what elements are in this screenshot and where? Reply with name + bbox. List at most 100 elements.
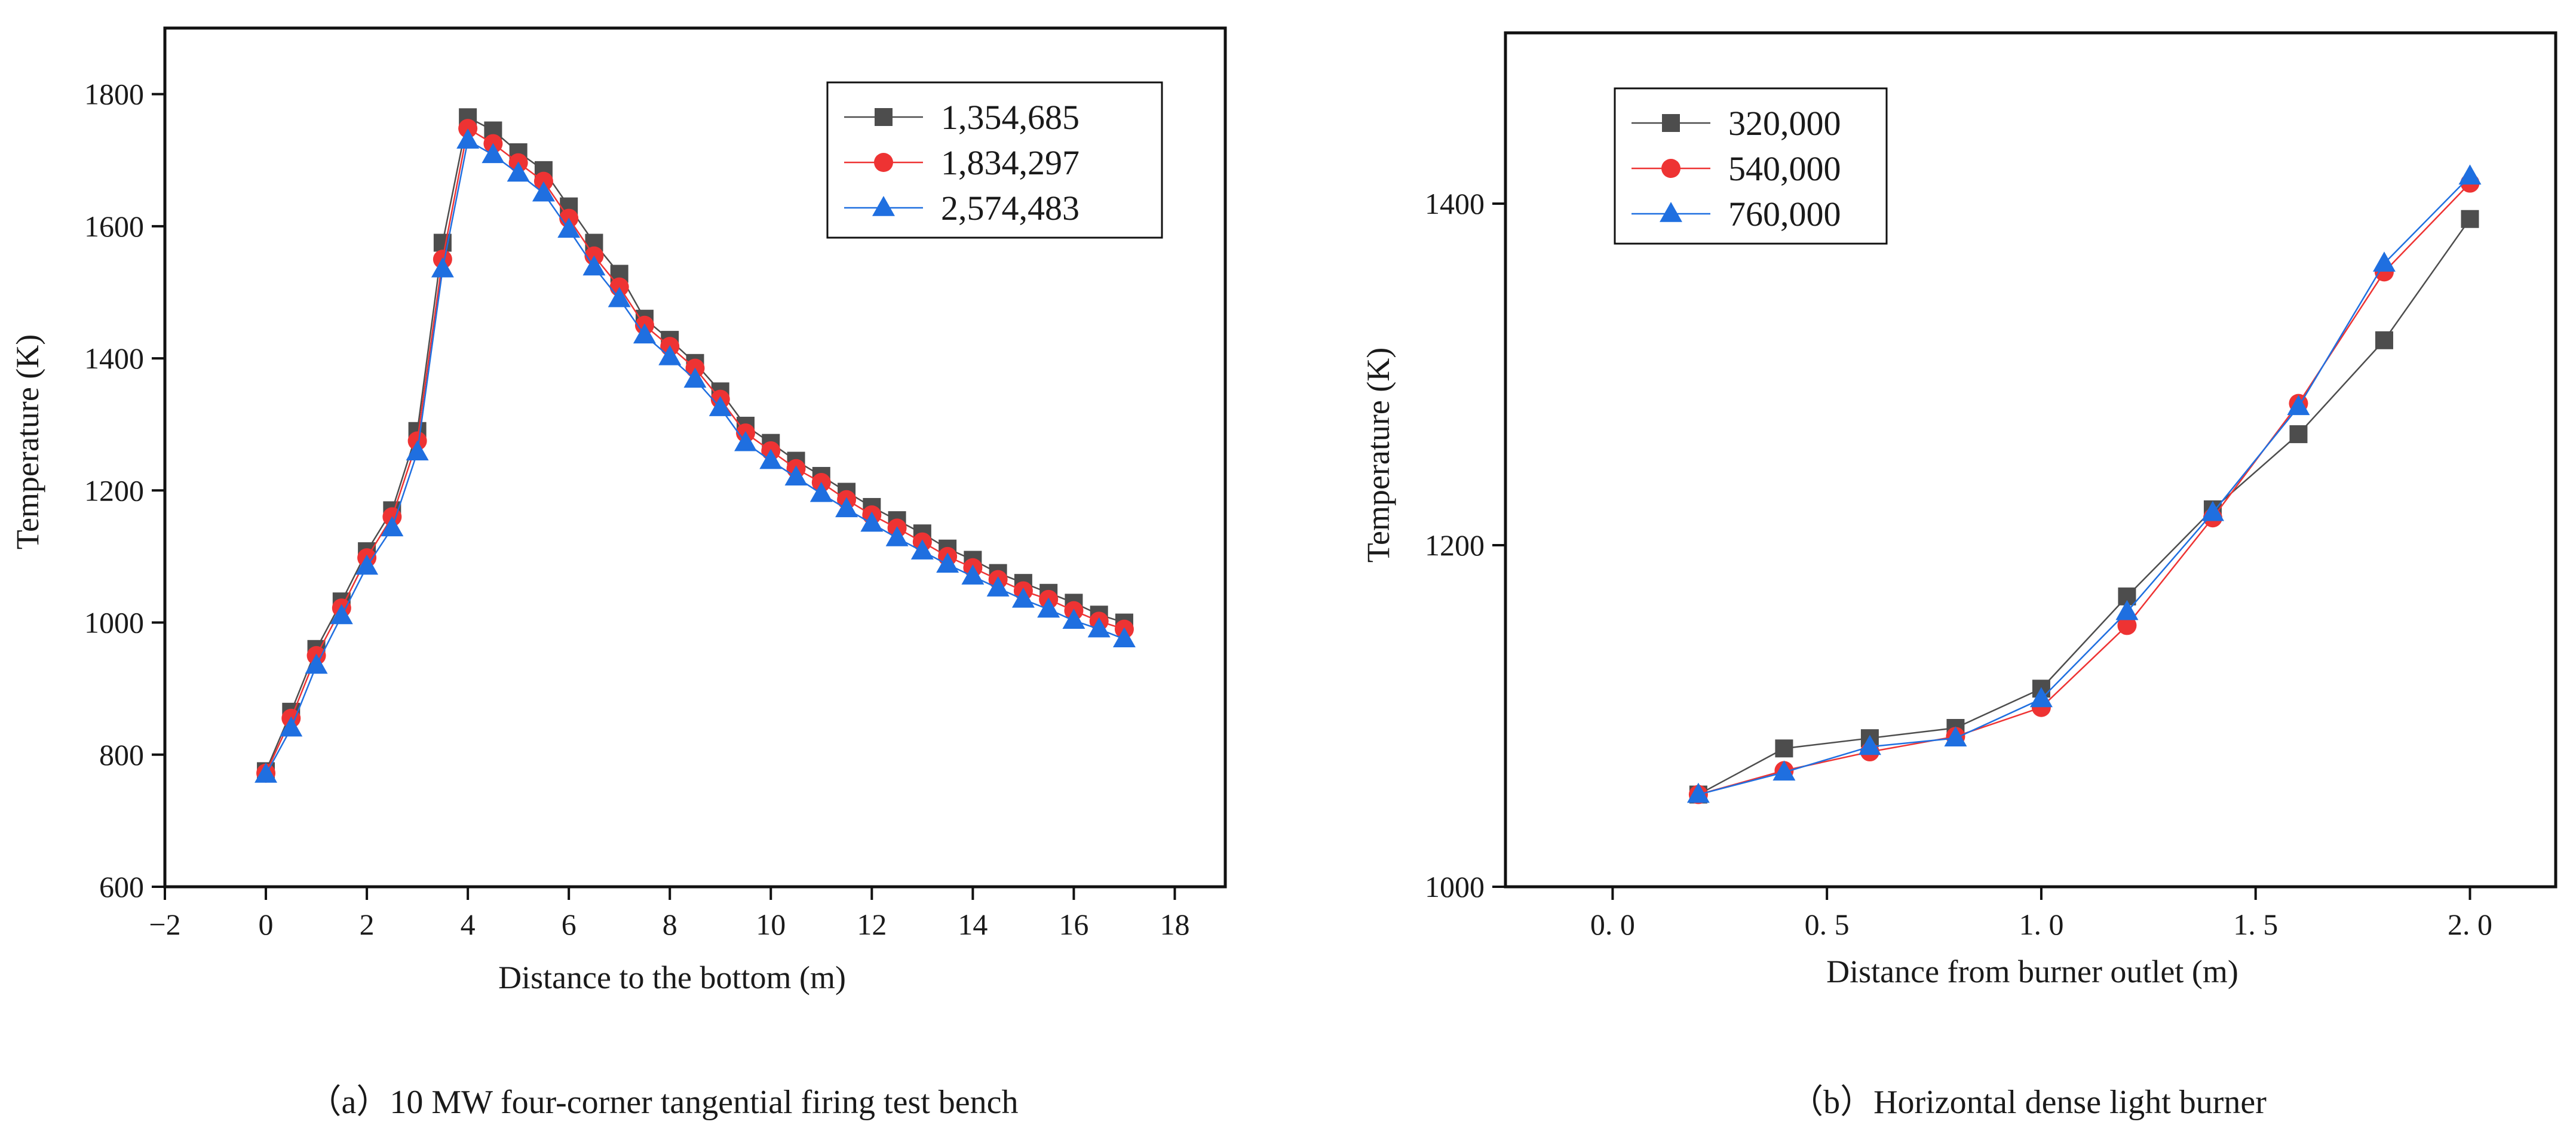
panel-a-series-2-point [458,119,478,139]
panel-b-legend-marker-2 [1661,159,1680,178]
panel-b-x-tick-label: 0. 0 [1590,908,1635,941]
panel-a-y-tick-label: 1800 [84,78,144,111]
panel-a-y-tick-label: 600 [99,870,144,903]
panel-a-series-3-point [381,516,404,537]
panel-b-x-axis-title: Distance from burner outlet (m) [1826,954,2238,989]
panel-b-series-line-1 [1698,219,2471,795]
panel-a-x-tick-label: −2 [149,908,180,941]
panel-b-series-3-point [1944,726,1967,746]
panel-a-series-3-point [633,323,656,344]
panel-a-legend-marker-2 [874,153,893,172]
panel-a-series-3-point [658,345,682,365]
panel-a-y-tick-label: 800 [99,738,144,772]
panel-a-legend-marker-3 [872,196,895,216]
panel-a-series-3-point [305,653,328,674]
panel-a-series-3-point [355,554,379,575]
panel-b-series-3-point [2115,600,2139,620]
panel-b-axes-frame [1504,31,2557,889]
panel-a-legend-marker-1 [875,108,893,126]
panel-a-x-tick-label: 4 [461,908,476,941]
panel-b-series-3-point [1858,734,1881,755]
panel-b-legend-marker-1 [1662,114,1680,132]
panel-a-series-3-point [936,552,959,573]
panel-a-series-3-point [507,161,530,182]
panel-a-series-3-point [456,128,480,149]
panel-a-series-3-point [734,431,757,451]
panel-a-series-3-point [835,497,858,518]
panel-a-x-tick-label: 8 [663,908,677,941]
panel-a-x-tick-label: 0 [259,908,274,941]
panel-b-plot-area: 0. 0 0. 5 1. 0 1. 5 2. 0 1000 1200 1400 320,000 5… [1425,31,2557,941]
panel-a-series-3-point [860,511,884,532]
panel-a-series-3-point [910,539,934,560]
panel-b-series-3-point [1772,760,1796,781]
panel-a-series-3-point [406,440,429,460]
panel-a-series-2-point [533,171,553,191]
panel-b-series-3-point [2287,395,2310,416]
panel-a-series-3-point [986,576,1010,597]
panel-a-x-axis-title: Distance to the bottom (m) [498,960,846,995]
panel-a-chart: −2 0 2 4 6 8 10 12 14 16 18 600 800 1000 1200 1400 1600 1… [10,26,1227,995]
panel-b-series-3-point [2373,251,2396,272]
panel-a-series-3-point [1112,627,1136,647]
panel-a-x-tick-label: 18 [1160,908,1189,941]
panel-b-y-tick-label: 1400 [1425,187,1485,220]
panel-b-chart: 0. 0 0. 5 1. 0 1. 5 2. 0 1000 1200 1400 320,000 5… [1360,31,2557,989]
panel-a-x-tick-label: 6 [562,908,576,941]
panel-a-x-tick-label: 14 [958,908,988,941]
panel-b-series-1-point [2461,210,2479,228]
panel-b-series-line-2 [1698,182,2471,795]
panel-b-x-tick-label: 1. 0 [2019,908,2063,941]
panel-a-series-3-point [280,716,303,737]
panel-b-legend-label-1: 320,000 [1728,104,1841,143]
panel-a-x-tick-label: 16 [1059,908,1088,941]
panel-a-series-3-point [532,181,555,202]
panel-b-series-3-point [2201,500,2224,521]
panel-a-y-tick-label: 1600 [84,210,144,243]
panel-b-y-tick-label: 1200 [1425,528,1485,562]
panel-b-legend-label-3: 760,000 [1728,195,1841,233]
panel-a-series-3-point [683,367,707,388]
panel-a-plot-area: −2 0 2 4 6 8 10 12 14 16 18 600 800 1000 1200 1400 1600 1… [84,26,1227,941]
panel-a-x-tick-label: 12 [857,908,887,941]
panel-a-series-3-point [608,287,631,308]
panel-a-series-3-point [431,257,454,278]
panel-a-y-tick-label: 1400 [84,342,144,375]
panel-a-series-3-point [885,526,909,546]
panel-b-series-3-point [1686,782,1710,803]
panel-b-series-1-point [2375,331,2393,349]
panel-b-series-1-point [2289,425,2308,444]
panel-a-x-tick-label: 2 [360,908,375,941]
panel-a-series-3-point [330,604,353,625]
panel-a-series-3-point [759,448,783,469]
panel-a-x-tick-label: 10 [756,908,786,941]
panel-a-series-3-point [1011,587,1035,608]
panel-b-legend-label-2: 540,000 [1728,149,1841,188]
panel-a-series-3-point [1087,617,1111,638]
panel-a-series-3-point [254,763,278,783]
panel-a-series-3-point [809,482,833,502]
panel-b-legend-marker-3 [1660,202,1682,222]
panel-a-series-3-point [784,465,808,485]
panel-a-y-tick-label: 1200 [84,474,144,507]
panel-b-legend-box [1614,87,1888,245]
panel-b-series-2-point [2117,616,2137,635]
panel-b-series-line-3 [1698,176,2471,795]
panel-b-series-1-point [1775,739,1793,758]
panel-b-x-tick-label: 0. 5 [1805,908,1850,941]
panel-a-series-3-point [582,255,606,276]
panel-a-legend-label-2: 1,834,297 [941,143,1080,182]
panel-a-series-3-point [961,564,985,585]
panel-a-axes-frame [163,26,1227,889]
panel-a-series-3-point [1037,597,1060,618]
caption-panel-b: （b）Horizontal dense light burner [1790,1084,2267,1121]
panel-a-legend-label-1: 1,354,685 [941,98,1080,137]
panel-a-series-3-point [1062,608,1085,629]
panel-a-y-tick-label: 1000 [84,606,144,640]
panel-b-x-tick-label: 1. 5 [2233,908,2278,941]
panel-a-legend-label-3: 2,574,483 [941,189,1080,228]
panel-b-series-3-point [2458,164,2482,185]
panel-b-y-axis-title: Temperature (K) [1360,348,1396,563]
panel-a-y-axis-title: Temperature (K) [10,334,45,550]
